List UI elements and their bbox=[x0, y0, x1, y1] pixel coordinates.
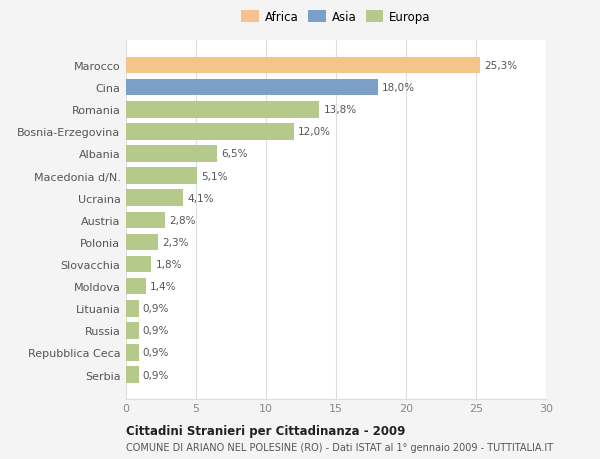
Text: 0,9%: 0,9% bbox=[143, 370, 169, 380]
Text: 0,9%: 0,9% bbox=[143, 326, 169, 336]
Bar bbox=[126, 344, 139, 361]
Text: Cittadini Stranieri per Cittadinanza - 2009: Cittadini Stranieri per Cittadinanza - 2… bbox=[126, 425, 406, 437]
Text: 5,1%: 5,1% bbox=[202, 171, 228, 181]
Text: COMUNE DI ARIANO NEL POLESINE (RO) - Dati ISTAT al 1° gennaio 2009 - TUTTITALIA.: COMUNE DI ARIANO NEL POLESINE (RO) - Dat… bbox=[126, 442, 553, 452]
Text: 4,1%: 4,1% bbox=[188, 193, 214, 203]
Text: 12,0%: 12,0% bbox=[298, 127, 331, 137]
Bar bbox=[126, 124, 294, 140]
Bar bbox=[126, 146, 217, 162]
Bar bbox=[126, 234, 158, 251]
Text: 6,5%: 6,5% bbox=[221, 149, 248, 159]
Text: 18,0%: 18,0% bbox=[382, 83, 415, 93]
Text: 1,4%: 1,4% bbox=[150, 281, 176, 291]
Bar bbox=[126, 168, 197, 185]
Bar bbox=[126, 300, 139, 317]
Bar bbox=[126, 256, 151, 273]
Text: 25,3%: 25,3% bbox=[484, 61, 518, 71]
Bar bbox=[126, 366, 139, 383]
Bar bbox=[126, 102, 319, 118]
Text: 1,8%: 1,8% bbox=[155, 259, 182, 269]
Text: 0,9%: 0,9% bbox=[143, 303, 169, 313]
Text: 2,8%: 2,8% bbox=[169, 215, 196, 225]
Text: 13,8%: 13,8% bbox=[323, 105, 356, 115]
Legend: Africa, Asia, Europa: Africa, Asia, Europa bbox=[239, 8, 433, 26]
Bar bbox=[126, 212, 165, 229]
Text: 2,3%: 2,3% bbox=[163, 237, 189, 247]
Bar bbox=[126, 80, 378, 96]
Text: 0,9%: 0,9% bbox=[143, 348, 169, 358]
Bar bbox=[126, 57, 480, 74]
Bar bbox=[126, 322, 139, 339]
Bar bbox=[126, 278, 146, 295]
Bar bbox=[126, 190, 184, 207]
